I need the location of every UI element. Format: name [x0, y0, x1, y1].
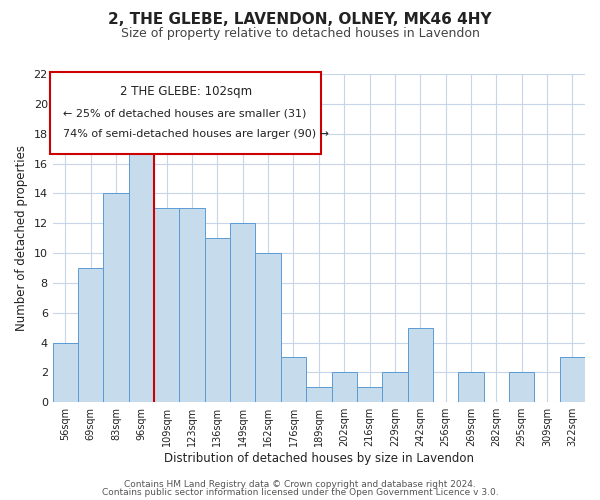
Text: 2 THE GLEBE: 102sqm: 2 THE GLEBE: 102sqm — [119, 86, 252, 98]
Bar — [306, 388, 332, 402]
Bar — [509, 372, 535, 402]
Bar — [53, 342, 78, 402]
Bar — [256, 253, 281, 402]
Text: ← 25% of detached houses are smaller (31): ← 25% of detached houses are smaller (31… — [64, 108, 307, 118]
Bar — [357, 388, 382, 402]
Bar — [129, 134, 154, 402]
Text: 2, THE GLEBE, LAVENDON, OLNEY, MK46 4HY: 2, THE GLEBE, LAVENDON, OLNEY, MK46 4HY — [108, 12, 492, 28]
Bar — [560, 358, 585, 402]
Bar — [382, 372, 407, 402]
Bar — [154, 208, 179, 402]
X-axis label: Distribution of detached houses by size in Lavendon: Distribution of detached houses by size … — [164, 452, 474, 465]
Text: Contains public sector information licensed under the Open Government Licence v : Contains public sector information licen… — [101, 488, 499, 497]
Y-axis label: Number of detached properties: Number of detached properties — [15, 145, 28, 331]
Bar — [407, 328, 433, 402]
Bar — [281, 358, 306, 402]
Bar — [458, 372, 484, 402]
Bar — [179, 208, 205, 402]
FancyBboxPatch shape — [50, 72, 322, 154]
Text: Contains HM Land Registry data © Crown copyright and database right 2024.: Contains HM Land Registry data © Crown c… — [124, 480, 476, 489]
Bar — [205, 238, 230, 402]
Bar — [230, 223, 256, 402]
Text: Size of property relative to detached houses in Lavendon: Size of property relative to detached ho… — [121, 28, 479, 40]
Bar — [332, 372, 357, 402]
Bar — [78, 268, 103, 402]
Text: 74% of semi-detached houses are larger (90) →: 74% of semi-detached houses are larger (… — [64, 129, 329, 139]
Bar — [103, 194, 129, 402]
